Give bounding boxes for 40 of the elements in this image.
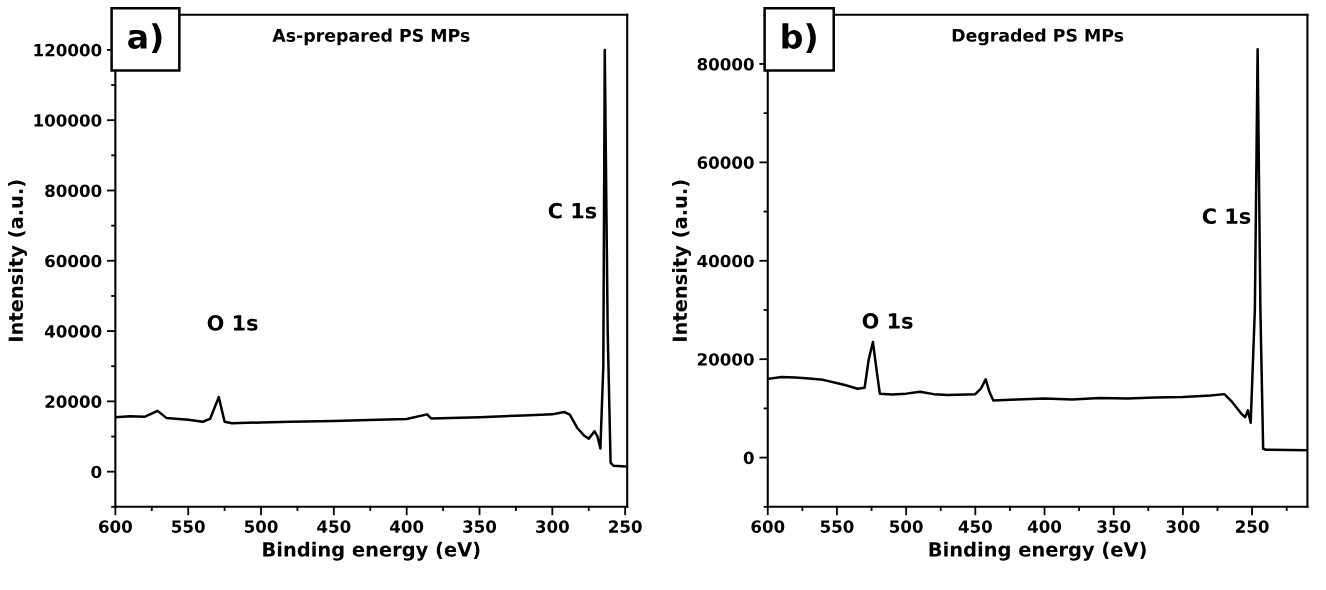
x-tick-label: 600 [99, 520, 132, 533]
x-tick-label: 400 [1027, 520, 1062, 533]
y-tick-label: 0 [91, 465, 102, 479]
y-tick-label: 60000 [45, 254, 102, 268]
annotation: O 1s [207, 315, 258, 331]
y-tick-label: 20000 [697, 353, 754, 366]
annotation: a) [128, 23, 162, 53]
y-tick-label: 100000 [34, 114, 102, 127]
x-tick-label: 350 [1097, 520, 1131, 533]
y-tick-label: 120000 [34, 43, 102, 57]
x-tick-label: 550 [172, 520, 205, 533]
x-tick-label: 500 [890, 520, 923, 533]
y-axis-title: Intensity (a.u.) [672, 180, 692, 341]
x-tick-label: 450 [958, 520, 992, 533]
x-tick-label: 600 [751, 520, 785, 533]
y-tick-label: 20000 [45, 395, 102, 408]
x-axis-title: Binding energy (eV) [929, 541, 1146, 561]
y-tick-label: 40000 [697, 254, 754, 268]
x-tick-label: 250 [609, 520, 642, 533]
x-tick-label: 250 [1236, 520, 1269, 533]
x-tick-label: 300 [536, 520, 569, 533]
text: Degraded PS MPs [952, 28, 1124, 46]
annotation: C 1s [1202, 208, 1251, 225]
y-tick-label: 80000 [45, 184, 102, 198]
y-axis-title: Intensity (a.u.) [8, 180, 28, 341]
x-tick-label: 500 [244, 520, 278, 533]
x-tick-label: 550 [820, 520, 854, 533]
y-tick-label: 40000 [44, 325, 102, 338]
y-tick-label: 60000 [697, 156, 754, 169]
x-tick-label: 350 [463, 520, 497, 533]
annotation: C 1s [548, 202, 597, 219]
y-tick-label: 0 [743, 451, 754, 465]
x-axis-title: Binding energy (eV) [263, 541, 480, 561]
text: As-prepared PS MPs [272, 28, 470, 46]
annotation: O 1s [862, 313, 913, 329]
x-tick-label: 450 [317, 520, 351, 533]
x-tick-label: 300 [1166, 520, 1200, 533]
annotation: b) [782, 23, 816, 53]
y-tick-label: 80000 [697, 57, 754, 71]
x-tick-label: 400 [390, 520, 424, 533]
